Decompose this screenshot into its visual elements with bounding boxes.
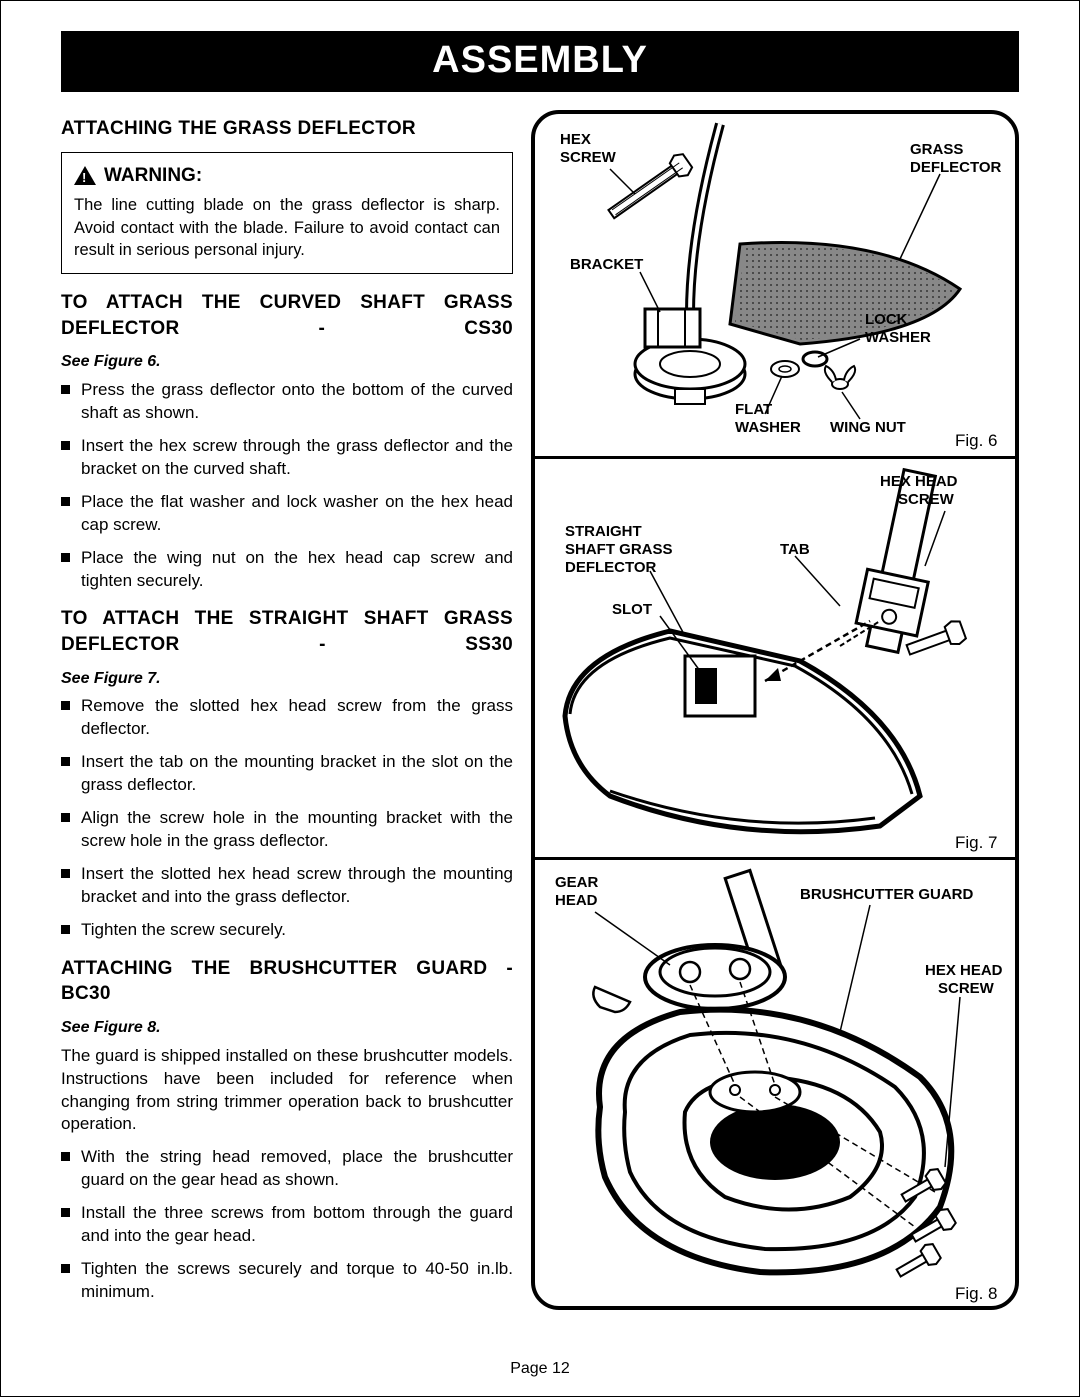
- figure-6-diagram: HEX SCREW GRASS DEFLECTOR BRACKET LOCK W…: [535, 114, 1015, 456]
- heading-straight-shaft-ss30: TO ATTACH THE STRAIGHT SHAFT GRASS DEFLE…: [61, 606, 513, 657]
- label-hex-head-screw: HEX HEAD: [880, 473, 958, 490]
- label-hex-screw: HEX: [560, 131, 591, 148]
- heading-attaching-grass-deflector: ATTACHING THE GRASS DEFLECTOR: [61, 116, 513, 142]
- bc30-intro-paragraph: The guard is shipped installed on these …: [61, 1045, 513, 1137]
- svg-text:SHAFT GRASS: SHAFT GRASS: [565, 541, 673, 558]
- heading-brushcutter-bc30: ATTACHING THE BRUSHCUTTER GUARD - BC30: [61, 956, 513, 1007]
- two-column-layout: ATTACHING THE GRASS DEFLECTOR WARNING: T…: [61, 110, 1019, 1318]
- svg-text:SCREW: SCREW: [938, 980, 995, 997]
- list-item: Insert the hex screw through the grass d…: [61, 435, 513, 481]
- page-number: Page 12: [1, 1360, 1079, 1378]
- label-wing-nut: WING NUT: [830, 419, 906, 436]
- svg-text:WASHER: WASHER: [735, 419, 801, 436]
- label-brushcutter-guard: BRUSHCUTTER GUARD: [800, 886, 973, 903]
- manual-page: ASSEMBLY ATTACHING THE GRASS DEFLECTOR W…: [0, 0, 1080, 1397]
- list-item: Insert the slotted hex head screw throug…: [61, 863, 513, 909]
- list-item: Align the screw hole in the mounting bra…: [61, 807, 513, 853]
- warning-triangle-icon: [74, 166, 96, 185]
- page-title-bar: ASSEMBLY: [61, 31, 1019, 92]
- svg-text:DEFLECTOR: DEFLECTOR: [565, 559, 657, 576]
- warning-box: WARNING: The line cutting blade on the g…: [61, 152, 513, 274]
- figure-7-diagram: HEX HEAD SCREW STRAIGHT SHAFT GRASS DEFL…: [535, 456, 1015, 857]
- see-figure-6: See Figure 6.: [61, 351, 513, 373]
- list-item: Tighten the screws securely and torque t…: [61, 1258, 513, 1304]
- steps-bc30: With the string head removed, place the …: [61, 1146, 513, 1304]
- figure-8-diagram: GEAR HEAD BRUSHCUTTER GUARD HEX HEAD SCR…: [535, 857, 1015, 1307]
- figure-7-caption: Fig. 7: [955, 833, 998, 852]
- svg-text:HEAD: HEAD: [555, 892, 598, 909]
- steps-ss30: Remove the slotted hex head screw from t…: [61, 695, 513, 941]
- list-item: Insert the tab on the mounting bracket i…: [61, 751, 513, 797]
- steps-cs30: Press the grass deflector onto the botto…: [61, 379, 513, 593]
- label-grass-deflector: GRASS: [910, 141, 963, 158]
- figure-panel: HEX SCREW GRASS DEFLECTOR BRACKET LOCK W…: [531, 110, 1019, 1310]
- list-item: Tighten the screw securely.: [61, 919, 513, 942]
- see-figure-7: See Figure 7.: [61, 668, 513, 690]
- heading-curved-shaft-cs30: TO ATTACH THE CURVED SHAFT GRASS DEFLECT…: [61, 290, 513, 341]
- page-title: ASSEMBLY: [432, 39, 648, 81]
- list-item: Press the grass deflector onto the botto…: [61, 379, 513, 425]
- svg-text:SCREW: SCREW: [560, 149, 617, 166]
- list-item: Install the three screws from bottom thr…: [61, 1202, 513, 1248]
- svg-text:WASHER: WASHER: [865, 329, 931, 346]
- svg-text:SCREW: SCREW: [898, 491, 955, 508]
- label-flat-washer: FLAT: [735, 401, 772, 418]
- list-item: With the string head removed, place the …: [61, 1146, 513, 1192]
- label-straight-shaft-deflector: STRAIGHT: [565, 523, 642, 540]
- svg-text:DEFLECTOR: DEFLECTOR: [910, 159, 1002, 176]
- label-slot: SLOT: [612, 601, 652, 618]
- figure-8-caption: Fig. 8: [955, 1284, 998, 1303]
- see-figure-8: See Figure 8.: [61, 1017, 513, 1039]
- figure-6-caption: Fig. 6: [955, 431, 998, 450]
- warning-header: WARNING:: [74, 163, 500, 189]
- label-gear-head: GEAR: [555, 874, 599, 891]
- label-tab: TAB: [780, 541, 810, 558]
- label-bracket: BRACKET: [570, 256, 643, 273]
- warning-text: The line cutting blade on the grass defl…: [74, 194, 500, 261]
- list-item: Remove the slotted hex head screw from t…: [61, 695, 513, 741]
- label-lock-washer: LOCK: [865, 311, 908, 328]
- label-hex-head-screw-8: HEX HEAD: [925, 962, 1003, 979]
- warning-label: WARNING:: [104, 163, 202, 189]
- figure-column: HEX SCREW GRASS DEFLECTOR BRACKET LOCK W…: [531, 110, 1019, 1318]
- list-item: Place the wing nut on the hex head cap s…: [61, 547, 513, 593]
- list-item: Place the flat washer and lock washer on…: [61, 491, 513, 537]
- text-column: ATTACHING THE GRASS DEFLECTOR WARNING: T…: [61, 110, 513, 1318]
